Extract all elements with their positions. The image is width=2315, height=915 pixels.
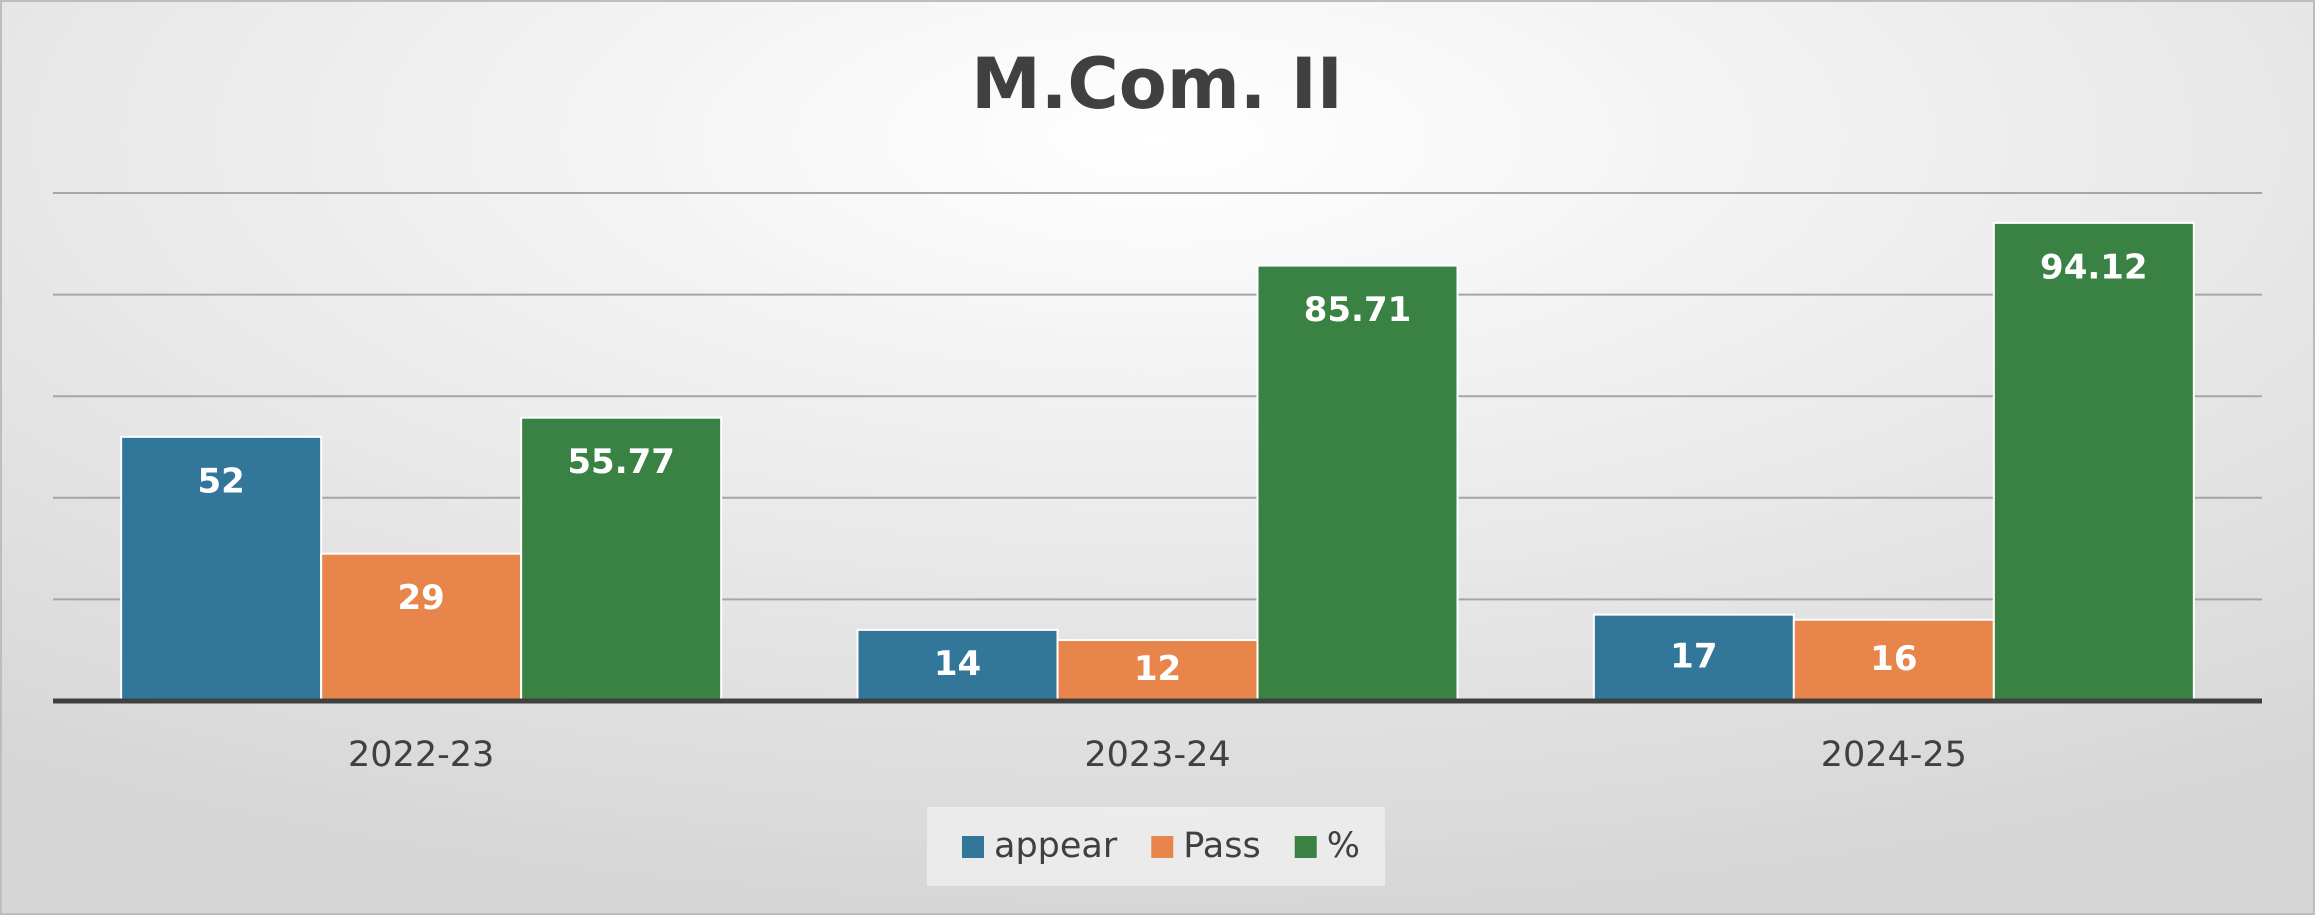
data-label: 29 — [398, 578, 445, 618]
legend-swatch — [1151, 836, 1174, 858]
legend-label: % — [1327, 826, 1360, 866]
legend-label: Pass — [1183, 826, 1260, 866]
bar — [1792, 618, 1995, 702]
data-label: 14 — [934, 644, 981, 684]
legend-swatch — [962, 836, 984, 858]
data-label: 94.12 — [2040, 247, 2148, 287]
x-tick-label: 2023-24 — [1084, 735, 1230, 775]
x-tick-label: 2024-25 — [1821, 735, 1967, 775]
chart-title: M.Com. II — [971, 43, 1343, 125]
data-label: 55.77 — [567, 442, 675, 482]
bar — [1256, 264, 1459, 702]
legend-swatch — [1294, 836, 1317, 858]
data-label: 12 — [1134, 649, 1181, 689]
legend-label: appear — [994, 826, 1118, 866]
x-tick-label: 2022-23 — [348, 735, 494, 775]
data-label: 16 — [1870, 639, 1917, 679]
bar — [320, 552, 523, 702]
data-label: 17 — [1670, 636, 1717, 676]
data-label: 85.71 — [1304, 290, 1412, 330]
bar — [1992, 221, 2195, 703]
data-label: 52 — [198, 461, 245, 501]
